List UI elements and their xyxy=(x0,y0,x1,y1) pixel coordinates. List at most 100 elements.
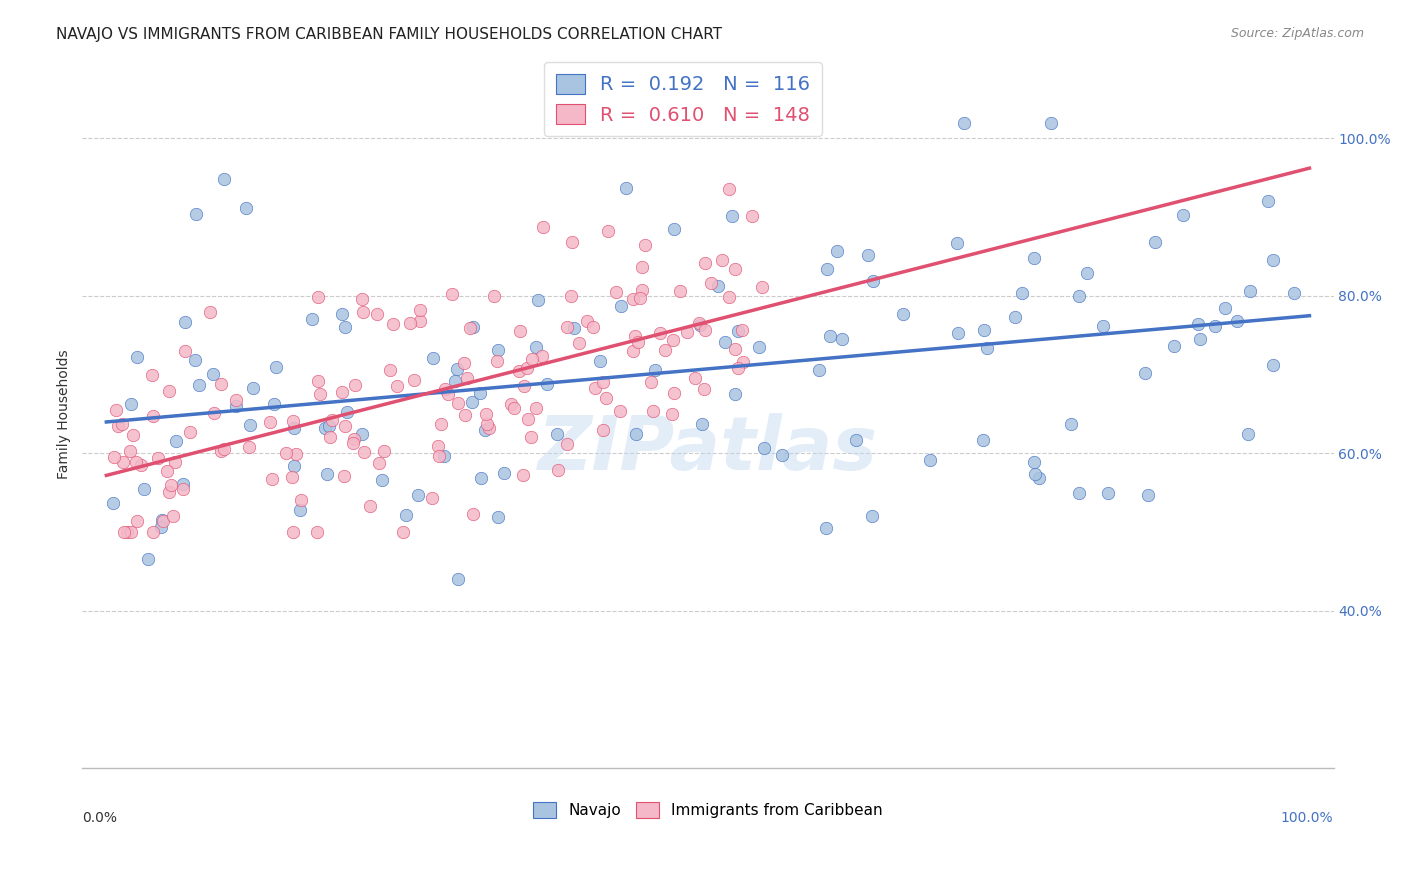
Point xyxy=(359,499,381,513)
Y-axis label: Family Households: Family Households xyxy=(58,349,72,479)
Point xyxy=(370,473,392,487)
Point xyxy=(398,316,420,330)
Point xyxy=(561,235,583,250)
Point xyxy=(437,387,460,401)
Point xyxy=(893,307,915,321)
Point xyxy=(486,353,509,368)
Point xyxy=(1022,455,1045,469)
Point xyxy=(209,443,232,458)
Point xyxy=(352,304,374,318)
Point xyxy=(972,433,994,447)
Point xyxy=(727,324,749,338)
Point xyxy=(531,220,554,235)
Point xyxy=(858,248,880,262)
Point xyxy=(335,319,357,334)
Point xyxy=(717,290,740,304)
Point xyxy=(404,373,426,387)
Point xyxy=(1226,314,1249,328)
Point xyxy=(1163,339,1185,353)
Point xyxy=(260,472,283,486)
Point xyxy=(1024,467,1046,482)
Point xyxy=(456,371,478,385)
Point xyxy=(120,524,142,539)
Point xyxy=(115,524,138,539)
Point xyxy=(508,364,530,378)
Point xyxy=(547,463,569,477)
Point xyxy=(447,572,470,586)
Point xyxy=(689,318,711,332)
Point xyxy=(741,209,763,223)
Point xyxy=(319,430,342,444)
Point xyxy=(333,468,356,483)
Point xyxy=(718,182,741,196)
Point xyxy=(945,235,967,250)
Point xyxy=(433,382,456,396)
Point xyxy=(531,350,554,364)
Point xyxy=(458,320,481,334)
Point xyxy=(350,427,373,442)
Point xyxy=(420,491,443,506)
Point xyxy=(699,276,721,290)
Point xyxy=(1237,427,1260,442)
Point xyxy=(605,285,627,300)
Point xyxy=(198,305,221,319)
Point xyxy=(654,343,676,358)
Point xyxy=(731,323,754,337)
Point xyxy=(478,421,501,435)
Point xyxy=(290,503,312,517)
Point xyxy=(264,360,287,375)
Point xyxy=(461,395,484,409)
Point xyxy=(314,421,336,435)
Point xyxy=(283,421,305,435)
Point xyxy=(392,524,415,539)
Point xyxy=(724,342,747,356)
Point xyxy=(225,392,247,407)
Point xyxy=(454,408,477,422)
Point xyxy=(1213,301,1236,316)
Point xyxy=(350,292,373,306)
Point xyxy=(274,445,297,459)
Point xyxy=(343,377,366,392)
Point xyxy=(470,386,492,401)
Point xyxy=(1097,486,1119,500)
Point xyxy=(748,340,770,354)
Point xyxy=(770,448,793,462)
Point xyxy=(225,399,247,413)
Point xyxy=(624,426,647,441)
Point xyxy=(184,206,207,220)
Point xyxy=(1076,266,1098,280)
Point xyxy=(281,524,304,539)
Point xyxy=(582,320,605,334)
Point xyxy=(408,302,430,317)
Point xyxy=(238,440,260,454)
Point xyxy=(149,520,172,534)
Point xyxy=(1092,318,1115,333)
Point xyxy=(259,415,281,429)
Point xyxy=(148,451,170,466)
Point xyxy=(336,405,359,419)
Point xyxy=(280,469,302,483)
Point xyxy=(648,326,671,341)
Point xyxy=(592,423,614,437)
Point xyxy=(695,256,717,270)
Point xyxy=(692,382,714,396)
Point xyxy=(690,417,713,431)
Point xyxy=(1004,310,1026,324)
Point xyxy=(333,419,356,434)
Point xyxy=(562,320,585,334)
Point xyxy=(948,326,970,340)
Point xyxy=(433,449,456,463)
Point xyxy=(283,459,305,474)
Point xyxy=(724,261,747,276)
Point xyxy=(318,419,340,434)
Point xyxy=(1171,208,1194,222)
Point xyxy=(184,352,207,367)
Point xyxy=(662,334,685,348)
Point xyxy=(1137,488,1160,502)
Point xyxy=(173,315,195,329)
Point xyxy=(202,406,225,420)
Point xyxy=(382,317,405,331)
Point xyxy=(427,449,450,463)
Point xyxy=(575,313,598,327)
Point xyxy=(494,467,516,481)
